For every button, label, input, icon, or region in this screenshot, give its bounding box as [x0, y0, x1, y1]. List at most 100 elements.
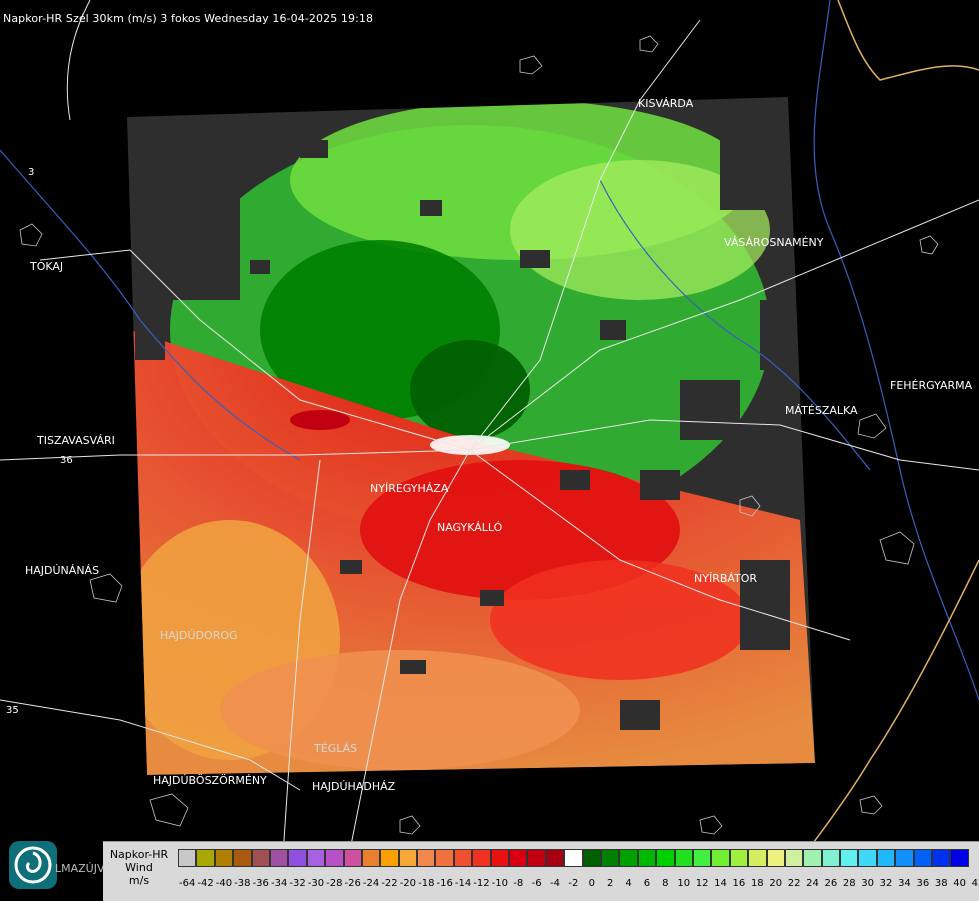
- legend-tick-label: 0: [588, 878, 595, 889]
- legend-tick-label: -16: [436, 878, 453, 889]
- legend-ticks: -64 -42 -40 -38 -36 -34 -32 -30 -28 -26 -24 -22 -20-…: [178, 878, 979, 892]
- legend-tick-label: -22: [381, 878, 398, 889]
- legend-swatch: [748, 849, 767, 867]
- legend-swatch: [398, 849, 418, 867]
- legend-swatch: [288, 849, 307, 867]
- legend-tick-label: -12: [473, 878, 490, 889]
- legend-swatch: [325, 849, 344, 867]
- legend-swatch: [490, 849, 510, 867]
- legend-tick-label: -2: [568, 878, 579, 889]
- legend-tick-label: 42: [971, 878, 979, 889]
- city-label-hajdudorog: HAJDÚDOROG: [160, 629, 238, 642]
- legend-tick-label: -24: [362, 878, 380, 889]
- legend-swatch: [343, 849, 362, 867]
- legend-swatch: [656, 849, 675, 867]
- wind-legend: Napkor-HR Wind m/s -64 -42 -40 -38 -36 -34 -32…: [103, 841, 979, 901]
- road-number-36: 36: [60, 455, 73, 466]
- city-label-teglas: TÉGLÁS: [314, 742, 358, 755]
- city-label-mateszalka: MÁTÉSZALKA: [785, 404, 858, 417]
- legend-swatch: [600, 849, 620, 867]
- legend-tick-label: -40: [215, 878, 233, 889]
- legend-swatch: [564, 849, 583, 867]
- legend-tick-label: 28: [842, 878, 856, 889]
- legend-swatch: [692, 849, 712, 867]
- legend-tick-label: -26: [344, 878, 361, 889]
- city-label-almazujvaros: LMAZÚJVÁR: [55, 862, 119, 875]
- legend-swatch: [932, 849, 951, 867]
- legend-swatch: [453, 849, 473, 867]
- legend-title-quantity: Wind: [125, 861, 153, 874]
- city-label-nagykallo: NAGYKÁLLÓ: [437, 521, 503, 534]
- legend-title-product: Napkor-HR: [109, 848, 169, 861]
- legend-swatch: [196, 849, 215, 867]
- legend-swatch: [803, 849, 822, 867]
- legend-tick-label: -6: [531, 878, 542, 889]
- legend-tick-label: -28: [326, 878, 343, 889]
- legend-tick-label: -18: [418, 878, 435, 889]
- legend-swatch: [913, 849, 933, 867]
- city-label-tokaj: TOKAJ: [30, 260, 64, 273]
- legend-tick-label: -8: [513, 878, 524, 889]
- settlement-outlines: [19, 35, 939, 835]
- legend-swatch: [895, 849, 914, 867]
- legend-swatch: [582, 849, 601, 867]
- legend-tick-label: -38: [234, 878, 251, 889]
- legend-swatch: [527, 849, 546, 867]
- city-label-tiszavasvari: TISZAVASVÁRI: [37, 434, 115, 447]
- legend-tick-label: 16: [732, 878, 746, 889]
- legend-tick-label: 10: [677, 878, 691, 889]
- legend-tick-label: -14: [454, 878, 472, 889]
- legend-tick-label: 12: [695, 878, 709, 889]
- legend-tick-label: 26: [824, 878, 838, 889]
- radar-title: Napkor-HR Szél 30km (m/s) 3 fokos Wednes…: [3, 12, 374, 25]
- legend-swatch: [821, 849, 841, 867]
- legend-swatch: [178, 849, 197, 867]
- napkor-logo: [9, 841, 57, 889]
- legend-swatch: [545, 849, 565, 867]
- legend-tick-label: -4: [550, 878, 560, 889]
- legend-swatch: [214, 849, 234, 867]
- legend-swatch: [361, 849, 381, 867]
- legend-swatch: [435, 849, 454, 867]
- legend-swatch: [950, 849, 969, 867]
- radar-echoes: [127, 100, 815, 775]
- city-label-hajdunanas: HAJDÚNÁNÁS: [25, 564, 100, 577]
- legend-tick-label: 32: [879, 878, 893, 889]
- city-label-hajduboszormeny: HAJDÚBÖSZÖRMÉNY: [153, 774, 267, 787]
- legend-swatch: [619, 849, 638, 867]
- legend-swatch: [637, 849, 657, 867]
- legend-tick-label: 2: [606, 878, 614, 889]
- road-number-35: 35: [6, 705, 19, 716]
- legend-tick-label: 18: [750, 878, 764, 889]
- legend-swatch: [269, 849, 289, 867]
- legend-tick-label: 20: [769, 878, 783, 889]
- legend-swatch: [251, 849, 270, 867]
- legend-swatch: [674, 849, 693, 867]
- legend-tick-label: -36: [252, 878, 269, 889]
- legend-tick-label: -30: [307, 878, 325, 889]
- legend-swatch: [784, 849, 804, 867]
- city-label-hajduhadhaz: HAJDÚHADHÁZ: [312, 780, 396, 793]
- legend-tick-label: 24: [806, 878, 819, 889]
- legend-swatch: [417, 849, 436, 867]
- city-label-vasarosnameny: VÁSÁROSNAMÉNY: [724, 236, 824, 249]
- legend-tick-label: 30: [861, 878, 875, 889]
- rivers: [0, 0, 979, 701]
- city-label-fehergyarmat: FEHÉRGYARMA: [890, 379, 973, 392]
- legend-swatch: [509, 849, 528, 867]
- legend-tick-label: 36: [916, 878, 930, 889]
- legend-tick-label: 8: [662, 878, 669, 889]
- legend-swatch: [858, 849, 877, 867]
- legend-swatch: [876, 849, 896, 867]
- legend-swatch: [472, 849, 491, 867]
- legend-title: Napkor-HR Wind m/s: [103, 848, 175, 887]
- city-label-kisvarda: KISVÁRDA: [638, 97, 694, 110]
- legend-tick-label: -42: [197, 878, 214, 889]
- legend-swatch: [233, 849, 252, 867]
- legend-swatch: [840, 849, 859, 867]
- city-label-nyirbator: NYÍRBÁTOR: [694, 572, 758, 585]
- road-number-3: 3: [28, 167, 34, 178]
- legend-swatch: [380, 849, 399, 867]
